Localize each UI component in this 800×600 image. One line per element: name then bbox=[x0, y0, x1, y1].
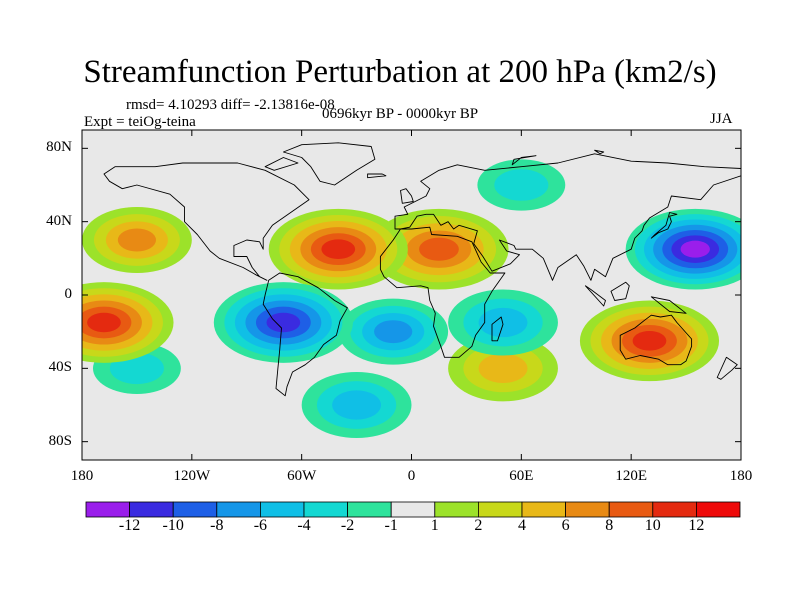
coastline bbox=[619, 314, 693, 366]
colorbar-swatch bbox=[477, 501, 523, 518]
coastline bbox=[103, 162, 310, 281]
colorbar-label: 6 bbox=[561, 517, 570, 534]
colorbar-label: -6 bbox=[253, 517, 268, 534]
colorbar-label: -10 bbox=[162, 517, 184, 534]
colorbar-swatch bbox=[521, 501, 566, 518]
field-high-north-africa bbox=[369, 208, 509, 290]
colorbar-label: 8 bbox=[605, 517, 614, 534]
contour-band bbox=[266, 312, 301, 333]
coastline bbox=[282, 142, 376, 186]
contour-band bbox=[632, 331, 667, 351]
field-high-north-atlantic bbox=[268, 208, 408, 290]
colorbar-swatch bbox=[347, 501, 392, 518]
colorbar-swatch bbox=[259, 501, 305, 518]
colorbar-swatch bbox=[696, 501, 741, 518]
contour-band bbox=[332, 390, 381, 420]
coastline bbox=[400, 188, 414, 204]
coastline bbox=[584, 285, 606, 307]
colorbar-label: 12 bbox=[688, 517, 705, 534]
period-label: 0696kyr BP - 0000kyr BP bbox=[322, 106, 479, 122]
x-tick-label: 180 bbox=[70, 468, 94, 484]
field-low-northwest-pacific bbox=[625, 208, 741, 290]
chart-title: Streamfunction Perturbation at 200 hPa (… bbox=[83, 54, 717, 90]
coastline bbox=[650, 212, 678, 239]
contour-band bbox=[494, 169, 549, 201]
contour-band bbox=[374, 320, 413, 344]
y-tick-label: 0 bbox=[64, 286, 73, 302]
field-low-south-america bbox=[213, 282, 353, 363]
field-low-southern-ocean bbox=[301, 372, 412, 438]
field-high-australia bbox=[579, 300, 720, 382]
field-low-south-atlantic bbox=[338, 298, 449, 365]
coastline bbox=[394, 153, 741, 281]
field-low-indian-ocean bbox=[448, 289, 558, 356]
colorbar-swatch bbox=[303, 501, 348, 518]
colorbar-label: 10 bbox=[644, 517, 661, 534]
coastline bbox=[610, 281, 630, 301]
contour-band bbox=[87, 312, 121, 333]
colorbar-label: -4 bbox=[297, 517, 311, 534]
colorbar-label: 2 bbox=[474, 517, 483, 534]
colorbar-label: -2 bbox=[340, 517, 355, 534]
colorbar-swatch bbox=[608, 501, 654, 518]
colorbar-swatch bbox=[129, 501, 174, 518]
field-low-north-eurasia bbox=[477, 159, 566, 211]
y-tick-label: 80N bbox=[46, 139, 72, 156]
contour-band bbox=[680, 240, 710, 258]
y-tick-label: 80S bbox=[48, 432, 72, 449]
coastline bbox=[262, 272, 348, 397]
colorbar-swatch bbox=[172, 501, 218, 518]
contour-band bbox=[321, 239, 356, 259]
colorbar-swatch bbox=[85, 501, 130, 518]
field-high-north-pacific bbox=[82, 207, 192, 273]
x-tick-label: 60E bbox=[509, 468, 534, 484]
y-tick-label: 40N bbox=[46, 212, 72, 229]
contour-band bbox=[419, 237, 459, 261]
contour-band bbox=[478, 307, 528, 338]
coastline bbox=[511, 155, 537, 166]
coastline bbox=[594, 149, 605, 155]
experiment-label: Expt = teiOg-teina bbox=[84, 114, 196, 130]
coastline bbox=[716, 356, 738, 380]
coastline bbox=[367, 173, 387, 179]
x-tick-label: 180 bbox=[729, 468, 753, 484]
colorbar-label: -1 bbox=[384, 517, 398, 534]
colorbar-swatch bbox=[652, 501, 697, 518]
map-background bbox=[82, 130, 741, 460]
colorbar-swatch bbox=[216, 501, 261, 518]
coastline bbox=[379, 226, 506, 358]
colorbar-swatch bbox=[434, 501, 479, 518]
field-high-central-pacific-west bbox=[82, 282, 174, 363]
coastline bbox=[650, 296, 687, 314]
x-tick-label: 0 bbox=[407, 468, 416, 484]
contour-band bbox=[478, 353, 528, 384]
coastline bbox=[264, 157, 299, 171]
colorbar-swatch bbox=[390, 501, 436, 518]
colorbar-label: 4 bbox=[518, 517, 526, 534]
colorbar-label: -8 bbox=[210, 517, 224, 534]
colorbar-swatch bbox=[565, 501, 610, 518]
colorbar-label: -12 bbox=[118, 517, 141, 534]
x-tick-label: 60W bbox=[287, 468, 317, 484]
field-high-southern-africa bbox=[448, 335, 558, 402]
coastline bbox=[491, 316, 504, 342]
colorbar-label: 1 bbox=[430, 517, 439, 534]
contour-band bbox=[117, 228, 157, 252]
y-tick-label: 40S bbox=[48, 359, 72, 376]
stats-label: rmsd= 4.10293 diff= -2.13816e-08 bbox=[126, 97, 335, 113]
x-tick-label: 120E bbox=[615, 468, 647, 484]
season-label: JJA bbox=[710, 111, 733, 127]
x-tick-label: 120W bbox=[173, 468, 211, 484]
